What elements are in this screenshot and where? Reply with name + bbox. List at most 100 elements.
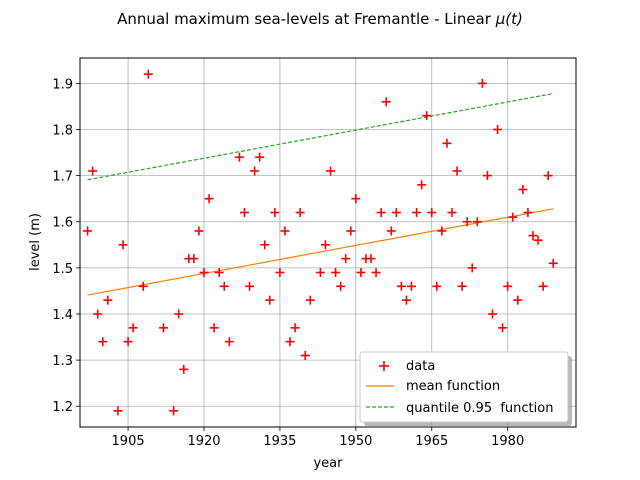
data-point: [427, 208, 437, 218]
data-point: [199, 267, 209, 277]
data-point: [103, 295, 113, 305]
data-point: [239, 208, 249, 218]
data-point: [326, 166, 336, 176]
legend: data mean function quantile 0.95 functio…: [359, 351, 572, 426]
data-point: [401, 295, 411, 305]
data-point: [265, 295, 275, 305]
data-point: [245, 281, 255, 291]
data-point: [407, 281, 417, 291]
data-point: [204, 194, 214, 204]
data-points: [83, 69, 558, 416]
data-point: [123, 337, 133, 347]
legend-label-data: data: [406, 359, 435, 374]
data-point: [305, 295, 315, 305]
x-tick-label: 1950: [339, 434, 372, 449]
data-point: [194, 226, 204, 236]
x-tick-label: 1920: [187, 434, 220, 449]
data-point: [341, 254, 351, 264]
data-point: [285, 337, 295, 347]
data-point: [432, 281, 442, 291]
data-point: [493, 124, 503, 134]
data-point: [295, 208, 305, 218]
y-tick-label: 1.9: [52, 77, 73, 92]
data-point: [209, 323, 219, 333]
data-point: [487, 309, 497, 319]
y-tick-label: 1.8: [52, 123, 73, 138]
data-point: [320, 240, 330, 250]
data-point: [159, 323, 169, 333]
x-tick-label: 1905: [112, 434, 145, 449]
plot-frame: [79, 57, 577, 428]
y-tick-label: 1.3: [52, 354, 73, 369]
data-point: [224, 337, 234, 347]
data-point: [366, 254, 376, 264]
y-tick-label: 1.4: [52, 308, 73, 323]
data-point: [396, 281, 406, 291]
data-point: [118, 240, 128, 250]
series-line-2: [87, 92, 554, 181]
y-tick-label: 1.7: [52, 170, 73, 185]
data-point: [300, 351, 310, 361]
axis-ticks: 1905 1920 1935 1950 1965 1980 1.2 1.3 1.4 1.5 1.6 1…: [52, 77, 524, 449]
data-point: [437, 226, 447, 236]
data-point: [138, 281, 148, 291]
legend-label-quantile-function: quantile 0.95 function: [406, 401, 553, 416]
data-point: [518, 184, 528, 194]
chart-title: Annual maximum sea-levels at Fremantle -…: [117, 10, 523, 28]
data-point: [417, 180, 427, 190]
data-point: [214, 267, 224, 277]
data-point: [275, 267, 285, 277]
data-point: [548, 258, 558, 268]
data-point: [528, 231, 538, 241]
data-point: [351, 194, 361, 204]
data-point: [280, 226, 290, 236]
data-point: [315, 267, 325, 277]
y-tick-label: 1.2: [52, 400, 73, 415]
trend-lines: [87, 92, 554, 296]
y-axis-label: level (m): [28, 213, 43, 271]
data-point: [219, 281, 229, 291]
data-point: [482, 171, 492, 181]
data-point: [498, 323, 508, 333]
data-point: [169, 406, 179, 416]
data-point: [270, 208, 280, 218]
data-point: [533, 235, 543, 245]
data-point: [88, 166, 98, 176]
data-point: [538, 281, 548, 291]
data-point: [174, 309, 184, 319]
data-point: [447, 208, 457, 218]
x-tick-label: 1980: [491, 434, 524, 449]
data-point: [255, 152, 265, 162]
data-point: [513, 295, 523, 305]
data-point: [371, 267, 381, 277]
data-point: [457, 281, 467, 291]
data-point: [290, 323, 300, 333]
series-line-1: [87, 208, 554, 296]
data-point: [376, 208, 386, 218]
y-tick-label: 1.5: [52, 262, 73, 277]
data-point: [93, 309, 103, 319]
legend-box: [359, 351, 569, 423]
data-point: [336, 281, 346, 291]
x-tick-label: 1935: [263, 434, 296, 449]
data-point: [452, 166, 462, 176]
data-point: [508, 212, 518, 222]
data-point: [503, 281, 513, 291]
data-point: [128, 323, 138, 333]
data-point: [260, 240, 270, 250]
legend-marker-data: [379, 361, 389, 371]
data-point: [523, 208, 533, 218]
data-point: [83, 226, 93, 236]
data-point: [391, 208, 401, 218]
data-point: [422, 111, 432, 121]
chart-title-math: μ(t): [495, 10, 523, 28]
data-point: [477, 78, 487, 88]
data-point: [179, 364, 189, 374]
legend-label-mean-function: mean function: [406, 379, 500, 394]
data-point: [98, 337, 108, 347]
data-point: [543, 171, 553, 181]
data-point: [143, 69, 153, 79]
data-point: [113, 406, 123, 416]
x-tick-label: 1965: [415, 434, 448, 449]
